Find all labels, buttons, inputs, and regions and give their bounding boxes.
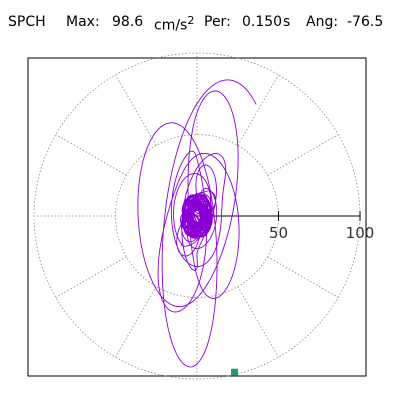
angle-value: -76.5 [347, 14, 384, 30]
radial-tick-label-100: 100 [346, 224, 375, 242]
period-value: 0.150 [242, 14, 283, 30]
orbit-trace [137, 79, 257, 368]
grid-spoke-150 [55, 134, 127, 176]
grid-spoke-60 [237, 74, 279, 146]
angle-label: Ang: [306, 14, 339, 30]
grid-spoke-210 [55, 256, 127, 298]
chart-header: SPCH Max: 98.6 cm/s2 Per: 0.150 s Ang: -… [0, 0, 400, 50]
station-code: SPCH [8, 14, 46, 30]
max-unit-exp: 2 [187, 14, 195, 27]
radial-axis: 50 100 [197, 211, 374, 242]
max-label: Max: [66, 14, 100, 30]
period-label: Per: [204, 14, 231, 30]
period-unit: s [283, 14, 291, 30]
grid-spoke-240 [115, 286, 157, 358]
grid-spoke-300 [237, 286, 279, 358]
grid-spoke-30 [267, 134, 339, 176]
max-value: 98.6 [112, 14, 144, 30]
radial-tick-label-50: 50 [269, 224, 288, 242]
peak-marker [231, 368, 239, 376]
grid-spoke-120 [115, 74, 157, 146]
grid-spoke-330 [267, 256, 339, 298]
max-unit: cm/s2 [154, 14, 194, 34]
peak-marker-group [231, 368, 239, 376]
max-unit-base: cm/s [154, 17, 188, 34]
orbit-core [181, 194, 213, 238]
